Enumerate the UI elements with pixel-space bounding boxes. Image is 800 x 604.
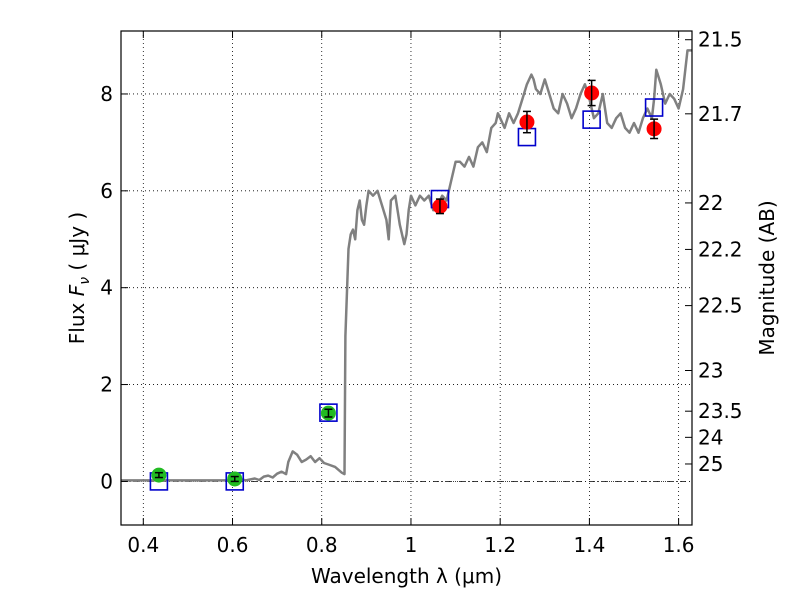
y-axis-title-symbol: F xyxy=(65,284,89,296)
x-tick-label: 1.2 xyxy=(484,533,516,557)
y2-tick-label: 25 xyxy=(698,452,723,476)
y2-tick-label: 21.5 xyxy=(698,28,743,52)
x-tick-label: 0.4 xyxy=(127,533,159,557)
y-tick-label: 8 xyxy=(100,82,113,106)
y2-tick-label: 24 xyxy=(698,425,723,449)
x-tick-label: 1 xyxy=(405,533,418,557)
model-flux-square xyxy=(319,403,338,422)
y-tick-label: 6 xyxy=(100,179,113,203)
model-flux-square xyxy=(582,110,601,129)
x-tick-label: 0.8 xyxy=(306,533,338,557)
y-tick-label: 4 xyxy=(100,276,113,300)
y-axis-title-prefix: Flux xyxy=(65,296,89,344)
y2-tick-label: 22 xyxy=(698,191,723,215)
y2-tick-label: 22.5 xyxy=(698,294,743,318)
y-axis-title-suffix: ( μJy ) xyxy=(65,212,89,277)
y2-axis-title: Magnitude (AB) xyxy=(755,200,779,355)
y-axis-title: Flux Fν ( μJy ) xyxy=(65,212,93,344)
gridlines xyxy=(121,31,692,525)
plot-frame xyxy=(120,30,693,526)
y2-tick-label: 23.5 xyxy=(698,399,743,423)
axis-ticks: 0.4 0.6 0.8 1 1.2 1.4 1.60246821.521.72222.222… xyxy=(100,28,742,557)
x-tick-label: 1.4 xyxy=(573,533,605,557)
model-spectrum-line xyxy=(121,49,692,482)
x-tick-label: 0.6 xyxy=(217,533,249,557)
y-tick-label: 0 xyxy=(100,469,113,493)
data-series xyxy=(121,49,692,491)
y2-tick-label: 22.2 xyxy=(698,237,743,261)
y-tick-label: 2 xyxy=(100,373,113,397)
y2-tick-label: 23 xyxy=(698,359,723,383)
x-axis-title: Wavelength λ (μm) xyxy=(311,564,502,588)
y2-tick-label: 21.7 xyxy=(698,102,743,126)
model-flux-square xyxy=(644,98,664,117)
y-axis-title-subscript: ν xyxy=(77,277,93,285)
x-tick-label: 1.6 xyxy=(663,533,695,557)
